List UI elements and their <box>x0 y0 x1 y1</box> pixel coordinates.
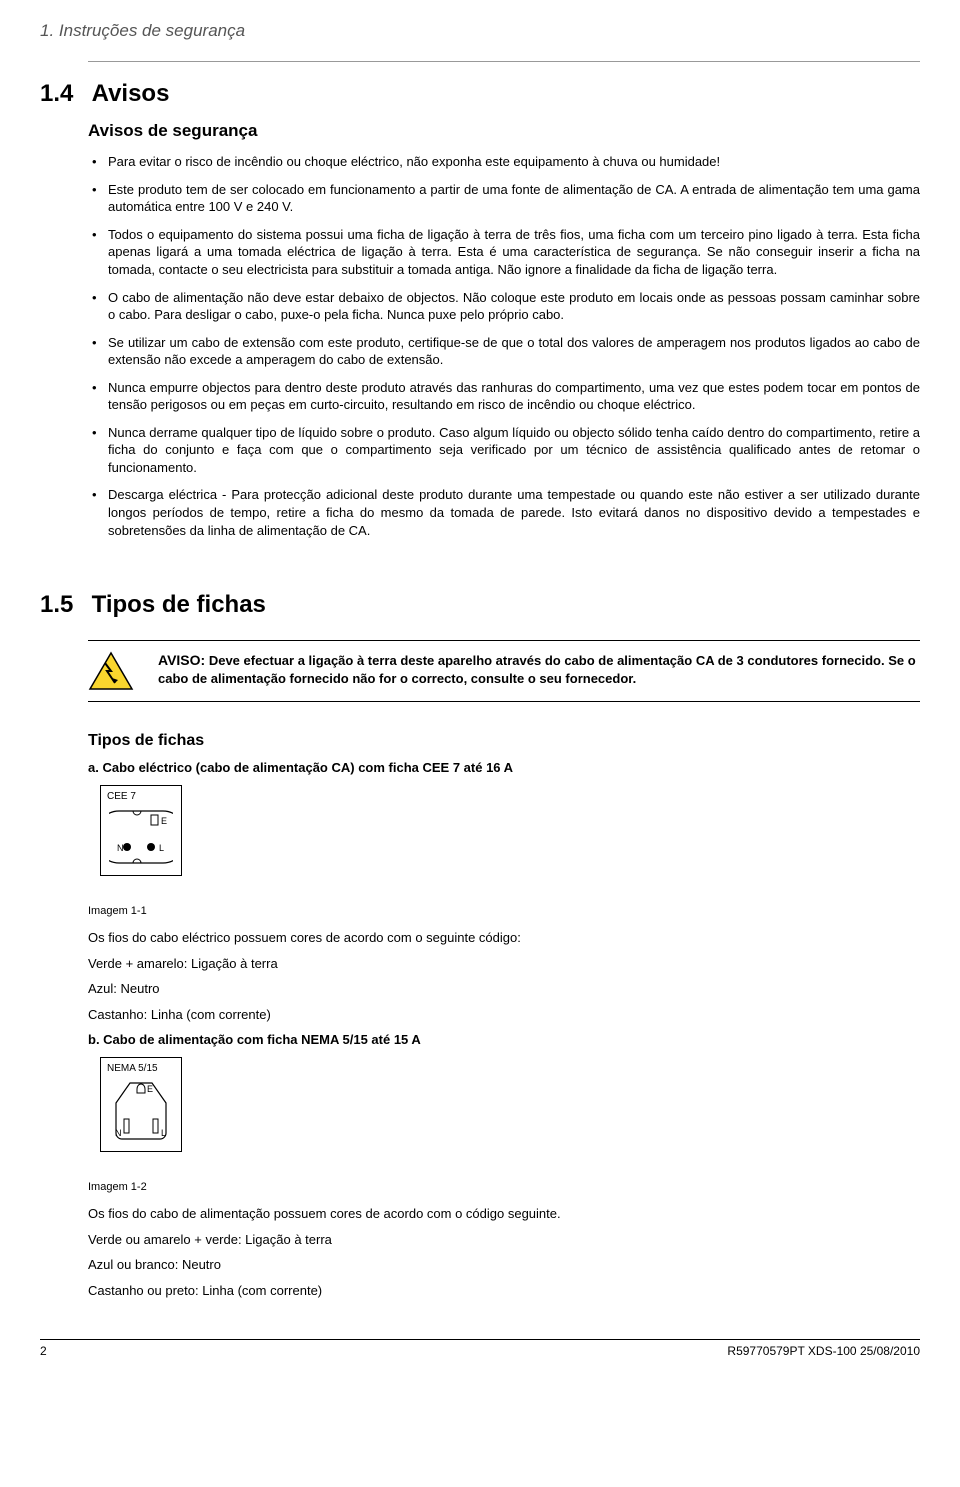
chapter-title: 1. Instruções de segurança <box>40 20 920 43</box>
page-footer: 2 R59770579PT XDS-100 25/08/2010 <box>40 1339 920 1359</box>
divider <box>88 61 920 62</box>
item-a-label: a. Cabo eléctrico (cabo de alimentação C… <box>88 759 920 777</box>
plug-cee7-title: CEE 7 <box>107 790 175 804</box>
body-text: Azul ou branco: Neutro <box>88 1256 920 1274</box>
bullet-item: Para evitar o risco de incêndio ou choqu… <box>88 153 920 171</box>
doc-id: R59770579PT XDS-100 25/08/2010 <box>727 1343 920 1359</box>
bullet-list-14: Para evitar o risco de incêndio ou choqu… <box>88 153 920 539</box>
section-num: 1.5 <box>40 589 88 621</box>
svg-text:N: N <box>117 843 124 853</box>
bullet-item: Nunca derrame qualquer tipo de líquido s… <box>88 424 920 477</box>
warning-label: AVISO: <box>158 652 205 668</box>
svg-text:L: L <box>161 1128 166 1138</box>
plug-cee7-box: CEE 7 E N L <box>100 785 182 877</box>
warning-block: AVISO: Deve efectuar a ligação à terra d… <box>88 640 920 702</box>
plug-cee7-diagram: E N L <box>109 807 173 867</box>
svg-text:L: L <box>159 843 164 853</box>
section-num: 1.4 <box>40 78 88 110</box>
section-1-4-heading: 1.4 Avisos <box>40 78 920 110</box>
figure-caption-1-2: Imagem 1-2 <box>88 1180 920 1195</box>
body-text: Verde + amarelo: Ligação à terra <box>88 955 920 973</box>
section-1-5: 1.5 Tipos de fichas AVISO: Deve efectuar… <box>40 589 920 1299</box>
svg-text:N: N <box>115 1128 122 1138</box>
warning-body: Deve efectuar a ligação à terra deste ap… <box>158 653 916 687</box>
bullet-item: O cabo de alimentação não deve estar deb… <box>88 289 920 324</box>
plug-nema-box: NEMA 5/15 E N L <box>100 1057 182 1153</box>
bullet-item: Se utilizar um cabo de extensão com este… <box>88 334 920 369</box>
plug-nema-title: NEMA 5/15 <box>107 1062 175 1076</box>
bullet-item: Descarga eléctrica - Para protecção adic… <box>88 486 920 539</box>
svg-text:E: E <box>147 1084 153 1094</box>
subheading-avisos: Avisos de segurança <box>88 120 920 143</box>
figure-caption-1-1: Imagem 1-1 <box>88 904 920 919</box>
body-text: Os fios do cabo eléctrico possuem cores … <box>88 929 920 947</box>
svg-text:E: E <box>161 816 167 826</box>
warning-triangle-icon <box>88 651 134 691</box>
section-1-5-heading: 1.5 Tipos de fichas <box>40 589 920 621</box>
bullet-item: Nunca empurre objectos para dentro deste… <box>88 379 920 414</box>
plug-nema-diagram: E N L <box>112 1079 170 1143</box>
warning-text: AVISO: Deve efectuar a ligação à terra d… <box>158 651 920 689</box>
page-number: 2 <box>40 1343 47 1359</box>
body-text: Os fios do cabo de alimentação possuem c… <box>88 1205 920 1223</box>
body-text: Verde ou amarelo + verde: Ligação à terr… <box>88 1231 920 1249</box>
body-text: Azul: Neutro <box>88 980 920 998</box>
body-text: Castanho ou preto: Linha (com corrente) <box>88 1282 920 1300</box>
bullet-item: Todos o equipamento do sistema possui um… <box>88 226 920 279</box>
body-text: Castanho: Linha (com corrente) <box>88 1006 920 1024</box>
item-b-label: b. Cabo de alimentação com ficha NEMA 5/… <box>88 1031 920 1049</box>
section-title: Tipos de fichas <box>92 591 266 618</box>
subheading-tipos: Tipos de fichas <box>88 730 920 752</box>
bullet-item: Este produto tem de ser colocado em func… <box>88 181 920 216</box>
section-title: Avisos <box>92 80 170 107</box>
